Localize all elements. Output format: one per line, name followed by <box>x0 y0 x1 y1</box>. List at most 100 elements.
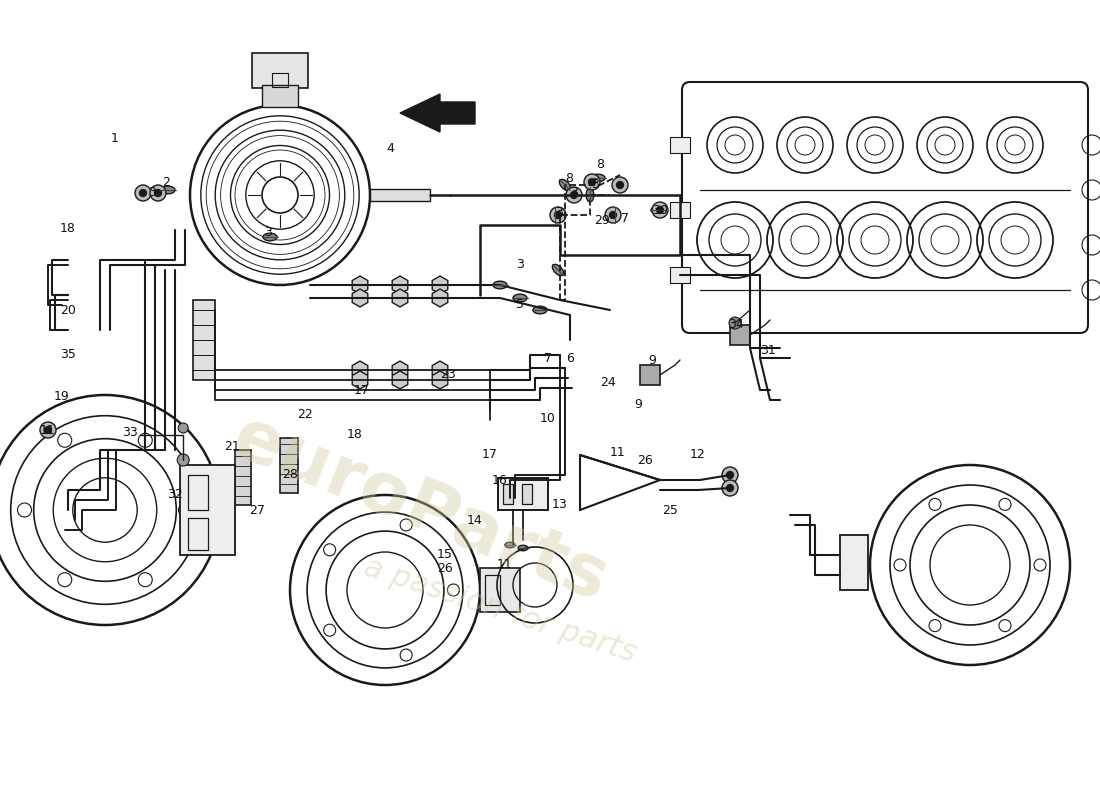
Text: 14: 14 <box>468 514 483 526</box>
Text: 4: 4 <box>386 142 394 154</box>
Ellipse shape <box>560 179 571 190</box>
Text: 5: 5 <box>516 298 524 311</box>
Text: euroParts: euroParts <box>222 403 618 617</box>
Ellipse shape <box>161 186 175 194</box>
Circle shape <box>566 187 582 203</box>
Bar <box>670 267 690 283</box>
Text: 17: 17 <box>482 449 498 462</box>
Text: 25: 25 <box>662 503 678 517</box>
Text: 12: 12 <box>690 449 706 462</box>
Text: 34: 34 <box>728 318 744 331</box>
Ellipse shape <box>612 208 619 222</box>
Circle shape <box>605 207 621 223</box>
Text: 23: 23 <box>440 369 455 382</box>
Text: 3: 3 <box>570 186 578 198</box>
Text: 21: 21 <box>224 441 240 454</box>
Text: 11: 11 <box>497 558 513 571</box>
Ellipse shape <box>651 206 666 214</box>
Text: a passion for parts: a passion for parts <box>360 552 640 668</box>
Text: 3: 3 <box>516 258 524 271</box>
Text: 6: 6 <box>566 351 574 365</box>
Bar <box>252 53 308 88</box>
Ellipse shape <box>513 294 527 302</box>
Text: 32: 32 <box>167 489 183 502</box>
Bar <box>188 475 208 510</box>
Text: 3: 3 <box>556 206 563 218</box>
Bar <box>188 518 208 550</box>
Circle shape <box>150 185 166 201</box>
Circle shape <box>729 317 741 329</box>
Bar <box>670 202 690 218</box>
Ellipse shape <box>534 306 547 314</box>
Text: 28: 28 <box>282 467 298 481</box>
Circle shape <box>722 480 738 496</box>
Text: 26: 26 <box>637 454 653 466</box>
Bar <box>272 73 288 87</box>
Bar <box>235 450 251 505</box>
Text: 19: 19 <box>54 390 70 403</box>
Text: 3: 3 <box>591 178 598 190</box>
Bar <box>280 438 298 493</box>
Circle shape <box>722 467 738 483</box>
Bar <box>503 484 513 504</box>
Circle shape <box>609 211 617 218</box>
Text: 27: 27 <box>249 503 265 517</box>
Circle shape <box>726 484 734 491</box>
Text: 3: 3 <box>264 226 272 238</box>
Circle shape <box>177 454 189 466</box>
Circle shape <box>616 182 624 189</box>
Text: 31: 31 <box>760 343 775 357</box>
Bar <box>670 137 690 153</box>
Text: 13: 13 <box>552 498 568 511</box>
Text: 29: 29 <box>594 214 609 226</box>
Text: 30: 30 <box>652 203 668 217</box>
Text: 35: 35 <box>60 349 76 362</box>
Circle shape <box>178 423 188 433</box>
Bar <box>640 365 660 385</box>
Ellipse shape <box>552 264 563 276</box>
Circle shape <box>44 426 52 434</box>
Text: 24: 24 <box>601 375 616 389</box>
Circle shape <box>612 177 628 193</box>
Text: 26: 26 <box>437 562 453 574</box>
Bar <box>262 85 298 107</box>
Text: 17: 17 <box>354 383 370 397</box>
Bar <box>485 575 501 605</box>
Ellipse shape <box>551 208 559 222</box>
Text: 11: 11 <box>40 423 56 437</box>
Circle shape <box>584 174 600 190</box>
Ellipse shape <box>586 188 594 202</box>
Circle shape <box>140 190 146 197</box>
Bar <box>480 568 520 612</box>
Bar <box>730 325 750 345</box>
FancyArrow shape <box>400 94 475 132</box>
Text: 8: 8 <box>565 171 573 185</box>
Text: 22: 22 <box>297 409 312 422</box>
Bar <box>522 484 532 504</box>
Ellipse shape <box>263 233 277 241</box>
Ellipse shape <box>518 546 528 550</box>
Text: 7: 7 <box>544 351 552 365</box>
Text: 10: 10 <box>540 411 556 425</box>
Circle shape <box>657 206 663 214</box>
Text: 8: 8 <box>596 158 604 171</box>
Circle shape <box>550 207 566 223</box>
Text: 18: 18 <box>60 222 76 234</box>
Text: 20: 20 <box>60 303 76 317</box>
Circle shape <box>154 190 162 197</box>
Bar <box>840 535 868 590</box>
Text: 9: 9 <box>634 398 642 411</box>
Text: 2: 2 <box>162 175 169 189</box>
Ellipse shape <box>505 542 515 548</box>
Text: 16: 16 <box>492 474 508 486</box>
Text: 33: 33 <box>122 426 138 439</box>
Text: 9: 9 <box>648 354 656 366</box>
Circle shape <box>571 191 578 198</box>
Text: 1: 1 <box>111 131 119 145</box>
Text: 11: 11 <box>610 446 626 458</box>
Text: 15: 15 <box>437 549 453 562</box>
Ellipse shape <box>493 281 507 289</box>
Circle shape <box>135 185 151 201</box>
Bar <box>498 478 548 510</box>
Circle shape <box>652 202 668 218</box>
